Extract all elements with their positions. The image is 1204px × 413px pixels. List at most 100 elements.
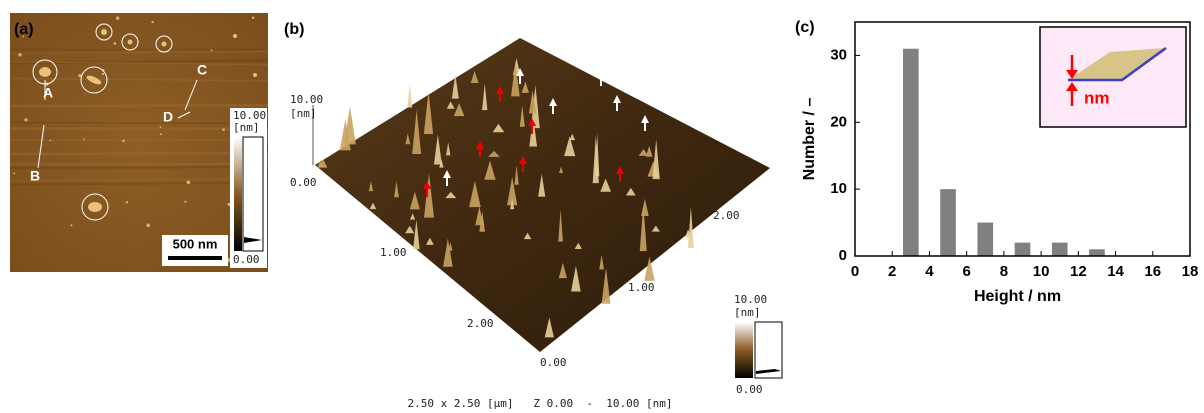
inset-label: nm [1084, 88, 1110, 107]
peak [439, 158, 444, 168]
x-tick-label: 0 [851, 263, 859, 280]
streak [9, 51, 269, 54]
panel-label: (c) [795, 19, 815, 36]
peak [510, 198, 515, 210]
peak [529, 115, 538, 147]
peak [453, 103, 465, 117]
speck [210, 49, 213, 52]
colorbar [234, 137, 242, 251]
y-tick-label: 20 [830, 113, 847, 130]
peak [523, 232, 532, 240]
peak [469, 180, 481, 208]
marker-label: A [43, 85, 53, 101]
plot-frame [854, 21, 1191, 257]
x-tick-label: 18 [1182, 263, 1199, 280]
peak [645, 145, 653, 157]
peak [511, 61, 520, 97]
histogram: 0 2 4 6 8 10 12 14 16 18 0 10 20 30 Height / nm Number … [801, 21, 1199, 305]
speck [70, 224, 73, 227]
arrow-head [519, 156, 527, 164]
arrow-head [476, 141, 484, 149]
peak [423, 173, 435, 218]
peak [599, 254, 604, 270]
peak [652, 139, 660, 180]
peak [492, 123, 505, 133]
peak [569, 133, 576, 141]
peak [425, 237, 434, 245]
peak [528, 90, 537, 114]
colorbar-unit: [nm] [734, 306, 761, 319]
peak [394, 181, 399, 198]
peak [368, 181, 374, 192]
bar [1089, 249, 1105, 256]
x-tick-label: 14 [1107, 263, 1124, 280]
peak [571, 265, 581, 292]
y-tick-label: 30 [830, 46, 847, 63]
speck [18, 53, 22, 57]
colorbar-histogram-peak [244, 237, 262, 243]
x-tick-label: 4 [925, 263, 934, 280]
peak [638, 148, 649, 156]
peak [514, 165, 519, 185]
x-tick-label: 6 [962, 263, 970, 280]
speck [251, 16, 255, 19]
peak [519, 105, 525, 127]
peak [423, 91, 434, 134]
peak [407, 84, 413, 108]
arrow-head [528, 118, 536, 126]
y-axis-label: Number / – [801, 98, 818, 181]
speck [83, 138, 85, 140]
y-tick-label: 0 [839, 247, 847, 264]
axis-tick-label: 2.00 [467, 317, 494, 330]
speck [78, 73, 82, 78]
peak [687, 206, 694, 249]
colorbar-histogram-peak [756, 369, 781, 374]
peak [558, 209, 563, 242]
arrow-head [443, 170, 451, 178]
scale-bar-label: 500 nm [173, 236, 218, 251]
streak [9, 181, 269, 186]
x-tick-label: 2 [888, 263, 896, 280]
peak [564, 136, 576, 157]
particles [39, 29, 257, 212]
peak [412, 109, 422, 155]
peak [318, 159, 328, 168]
peak [644, 256, 655, 281]
peak [558, 262, 567, 279]
axis-origin: 0.00 [540, 356, 567, 369]
speck [122, 139, 125, 143]
speck [227, 202, 231, 206]
x-axis-label: Height / nm [974, 288, 1061, 305]
peak [544, 317, 554, 338]
colorbar-max: 10.00 [233, 109, 266, 122]
speck [151, 20, 154, 24]
marker-label: C [197, 62, 207, 78]
speck [22, 35, 25, 38]
streak [9, 177, 269, 182]
arrow-head [549, 98, 557, 106]
peak [601, 267, 611, 304]
panel-label: (b) [284, 21, 304, 38]
axis-tick-label: 1.00 [628, 281, 655, 294]
streak [9, 162, 269, 166]
surface-peaks [317, 57, 694, 338]
z-axis-unit: [nm] [290, 107, 317, 120]
peak [475, 206, 484, 226]
peak [538, 173, 546, 197]
arrows [423, 68, 649, 197]
bar [903, 48, 919, 256]
arrow-head [613, 95, 621, 103]
axis-tick-label: 2.00 [713, 209, 740, 222]
panel-label: (a) [14, 21, 34, 38]
colorbar-histogram [754, 321, 783, 379]
peak [409, 191, 420, 210]
speck [186, 180, 191, 185]
peak [484, 160, 496, 180]
arrow-head [597, 70, 605, 78]
bar [940, 189, 956, 256]
peak [574, 242, 582, 249]
speck [115, 16, 120, 20]
peak [595, 132, 600, 177]
caption: 2.50 x 2.50 [μm] Z 0.00 - 10.00 [nm] [408, 397, 673, 410]
